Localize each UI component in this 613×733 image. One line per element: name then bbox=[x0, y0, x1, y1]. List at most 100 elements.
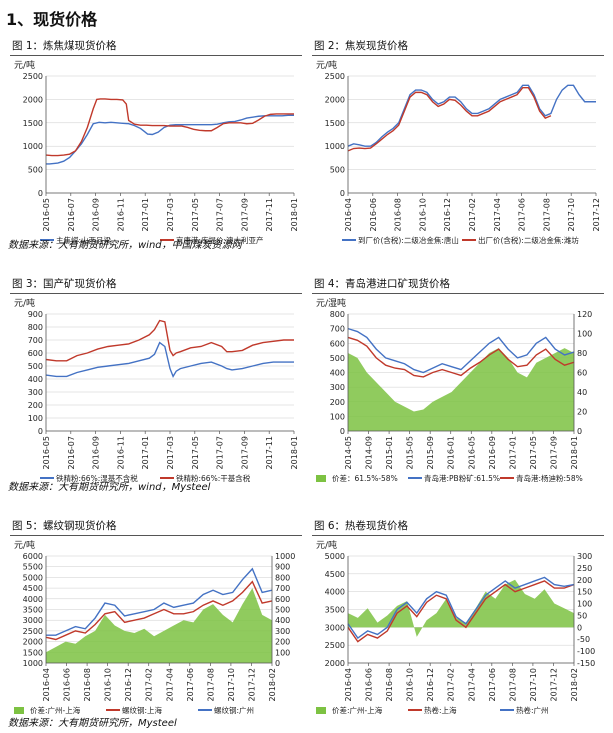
y-tick-label: 100 bbox=[28, 414, 43, 423]
x-tick-label: 2017-05 bbox=[529, 436, 538, 469]
x-tick-label: 2015-05 bbox=[406, 436, 415, 469]
x-tick-label: 2018-01 bbox=[290, 436, 299, 469]
series-line-2 bbox=[45, 319, 294, 362]
series-line-2 bbox=[347, 327, 575, 374]
x-tick-label: 2016-10 bbox=[104, 668, 113, 701]
x-tick-label: 2017-06 bbox=[488, 668, 497, 701]
x-tick-label: 2017-03 bbox=[166, 198, 175, 231]
x-tick-label: 2018-02 bbox=[268, 668, 277, 701]
y2-tick-label: 40 bbox=[577, 388, 587, 397]
x-tick-label: 2017-11 bbox=[265, 436, 274, 469]
series-line-3 bbox=[46, 567, 273, 636]
legend-label: 螺纹钢:上海 bbox=[122, 705, 163, 715]
chart-panel-2: 图 2：焦炭现货价格 元/吨 0 500 1000 1500 2000 2500 2016-0… bbox=[312, 36, 604, 255]
x-tick-label: 2016-01 bbox=[447, 436, 456, 469]
page-title: 1、现货价格 bbox=[6, 10, 98, 29]
y-tick-label: 5500 bbox=[23, 563, 43, 572]
legend-label: 价差:广州-上海 bbox=[332, 705, 383, 715]
y-tick-label: 2500 bbox=[23, 627, 43, 636]
y-tick-label: 400 bbox=[28, 375, 43, 384]
x-tick-label: 2017-10 bbox=[227, 668, 236, 701]
y-tick-label: 5000 bbox=[325, 552, 345, 561]
y-tick-label: 500 bbox=[28, 166, 43, 175]
y2-tick-label: 120 bbox=[577, 310, 592, 319]
x-tick-label: 2017-07 bbox=[216, 436, 225, 469]
y-tick-label: 4500 bbox=[23, 584, 43, 593]
chart-svg: 元/湿吨 0 100 200 300 400 500 600 700 800 0 20 40 60 80 10… bbox=[316, 297, 592, 483]
legend-label: 热卷:上海 bbox=[424, 705, 457, 715]
x-tick-label: 2016-07 bbox=[67, 198, 76, 231]
x-tick-label: 2017-11 bbox=[265, 198, 274, 231]
y-tick-label: 4500 bbox=[325, 570, 345, 579]
y-tick-label: 900 bbox=[28, 310, 43, 319]
y2-tick-label: -150 bbox=[577, 659, 595, 668]
y2-tick-label: 60 bbox=[577, 369, 587, 378]
x-tick-label: 2017-02 bbox=[447, 668, 456, 701]
axis-unit-label: 元/吨 bbox=[14, 59, 35, 71]
y2-tick-label: 0 bbox=[577, 623, 582, 632]
x-tick-label: 2014-05 bbox=[344, 436, 353, 469]
x-tick-label: 2017-04 bbox=[493, 198, 502, 231]
y-tick-label: 2000 bbox=[23, 95, 43, 104]
chart-svg: 元/吨1000150020002500300035004000450050005… bbox=[14, 539, 295, 715]
y2-tick-label: 600 bbox=[275, 595, 290, 604]
y-tick-label: 2000 bbox=[325, 659, 345, 668]
series-line-2 bbox=[347, 580, 575, 643]
series-line-3 bbox=[347, 576, 575, 640]
x-tick-label: 2015-01 bbox=[385, 436, 394, 469]
y-tick-label: 100 bbox=[330, 412, 345, 421]
y-tick-label: 0 bbox=[340, 189, 345, 198]
legend-swatch bbox=[316, 475, 326, 482]
x-tick-label: 2016-05 bbox=[42, 198, 51, 231]
y2-tick-label: 800 bbox=[275, 573, 290, 582]
y2-tick-label: 100 bbox=[275, 648, 290, 657]
x-tick-label: 2015-09 bbox=[426, 436, 435, 469]
legend-label: 价差:广州-上海 bbox=[30, 705, 81, 715]
chart-panel-4: 图 4：青岛港进口矿现货价格 元/湿吨 0 100 200 300 400 500 600 70… bbox=[312, 274, 604, 493]
y-tick-label: 800 bbox=[28, 323, 43, 332]
axis-unit-label: 元/吨 bbox=[316, 539, 337, 551]
y2-tick-label: 400 bbox=[275, 616, 290, 625]
legend-label: 螺纹钢:广州 bbox=[214, 705, 254, 715]
y2-tick-label: 900 bbox=[275, 563, 290, 572]
legend-label: 铁精粉:66%:湿基不含税 bbox=[56, 473, 138, 483]
series-area-1 bbox=[348, 579, 574, 637]
series-line-1 bbox=[347, 84, 596, 147]
legend-swatch bbox=[14, 707, 24, 714]
chart-title: 图 3：国产矿现货价格 bbox=[10, 274, 302, 294]
chart-svg: 元/吨 0 100 200 300 400 500 600 700 800 900 2016-05 20… bbox=[14, 297, 299, 483]
legend-label: 到厂价(含税):二级冶金焦:唐山 bbox=[358, 235, 459, 245]
x-tick-label: 2016-05 bbox=[467, 436, 476, 469]
chart-svg: 元/吨 0 500 1000 1500 2000 2500 2016-05 2016-07 201… bbox=[14, 59, 299, 245]
y-tick-label: 1500 bbox=[23, 648, 43, 657]
y2-tick-label: 200 bbox=[577, 576, 592, 585]
y-tick-label: 2000 bbox=[23, 638, 43, 647]
y2-tick-label: -50 bbox=[577, 635, 590, 644]
x-tick-label: 2016-04 bbox=[42, 668, 51, 701]
x-tick-label: 2016-05 bbox=[42, 436, 51, 469]
x-tick-label: 2018-01 bbox=[570, 436, 579, 469]
x-tick-label: 2016-12 bbox=[426, 668, 435, 701]
y2-tick-label: 300 bbox=[275, 627, 290, 636]
y-tick-label: 200 bbox=[28, 401, 43, 410]
y-tick-label: 700 bbox=[28, 336, 43, 345]
x-tick-label: 2017-06 bbox=[518, 198, 527, 231]
y-tick-label: 1000 bbox=[325, 142, 345, 151]
x-tick-label: 2016-11 bbox=[116, 436, 125, 469]
chart-svg: 元/吨2000250030003500400045005000-150-100-… bbox=[316, 539, 595, 715]
x-tick-label: 2016-06 bbox=[369, 198, 378, 231]
y-tick-label: 300 bbox=[28, 388, 43, 397]
y2-tick-label: 100 bbox=[577, 330, 592, 339]
chart-title: 图 5：螺纹钢现货价格 bbox=[10, 516, 302, 536]
axis-unit-label: 元/吨 bbox=[316, 59, 337, 71]
x-tick-label: 2016-09 bbox=[92, 198, 101, 231]
x-tick-label: 2017-06 bbox=[186, 668, 195, 701]
x-tick-label: 2017-04 bbox=[165, 668, 174, 701]
y2-tick-label: 0 bbox=[577, 427, 582, 436]
x-tick-label: 2016-06 bbox=[63, 668, 72, 701]
x-tick-label: 2016-06 bbox=[365, 668, 374, 701]
x-tick-label: 2017-09 bbox=[240, 198, 249, 231]
x-tick-label: 2017-03 bbox=[166, 436, 175, 469]
y-tick-label: 0 bbox=[340, 427, 345, 436]
y-tick-label: 3000 bbox=[325, 623, 345, 632]
